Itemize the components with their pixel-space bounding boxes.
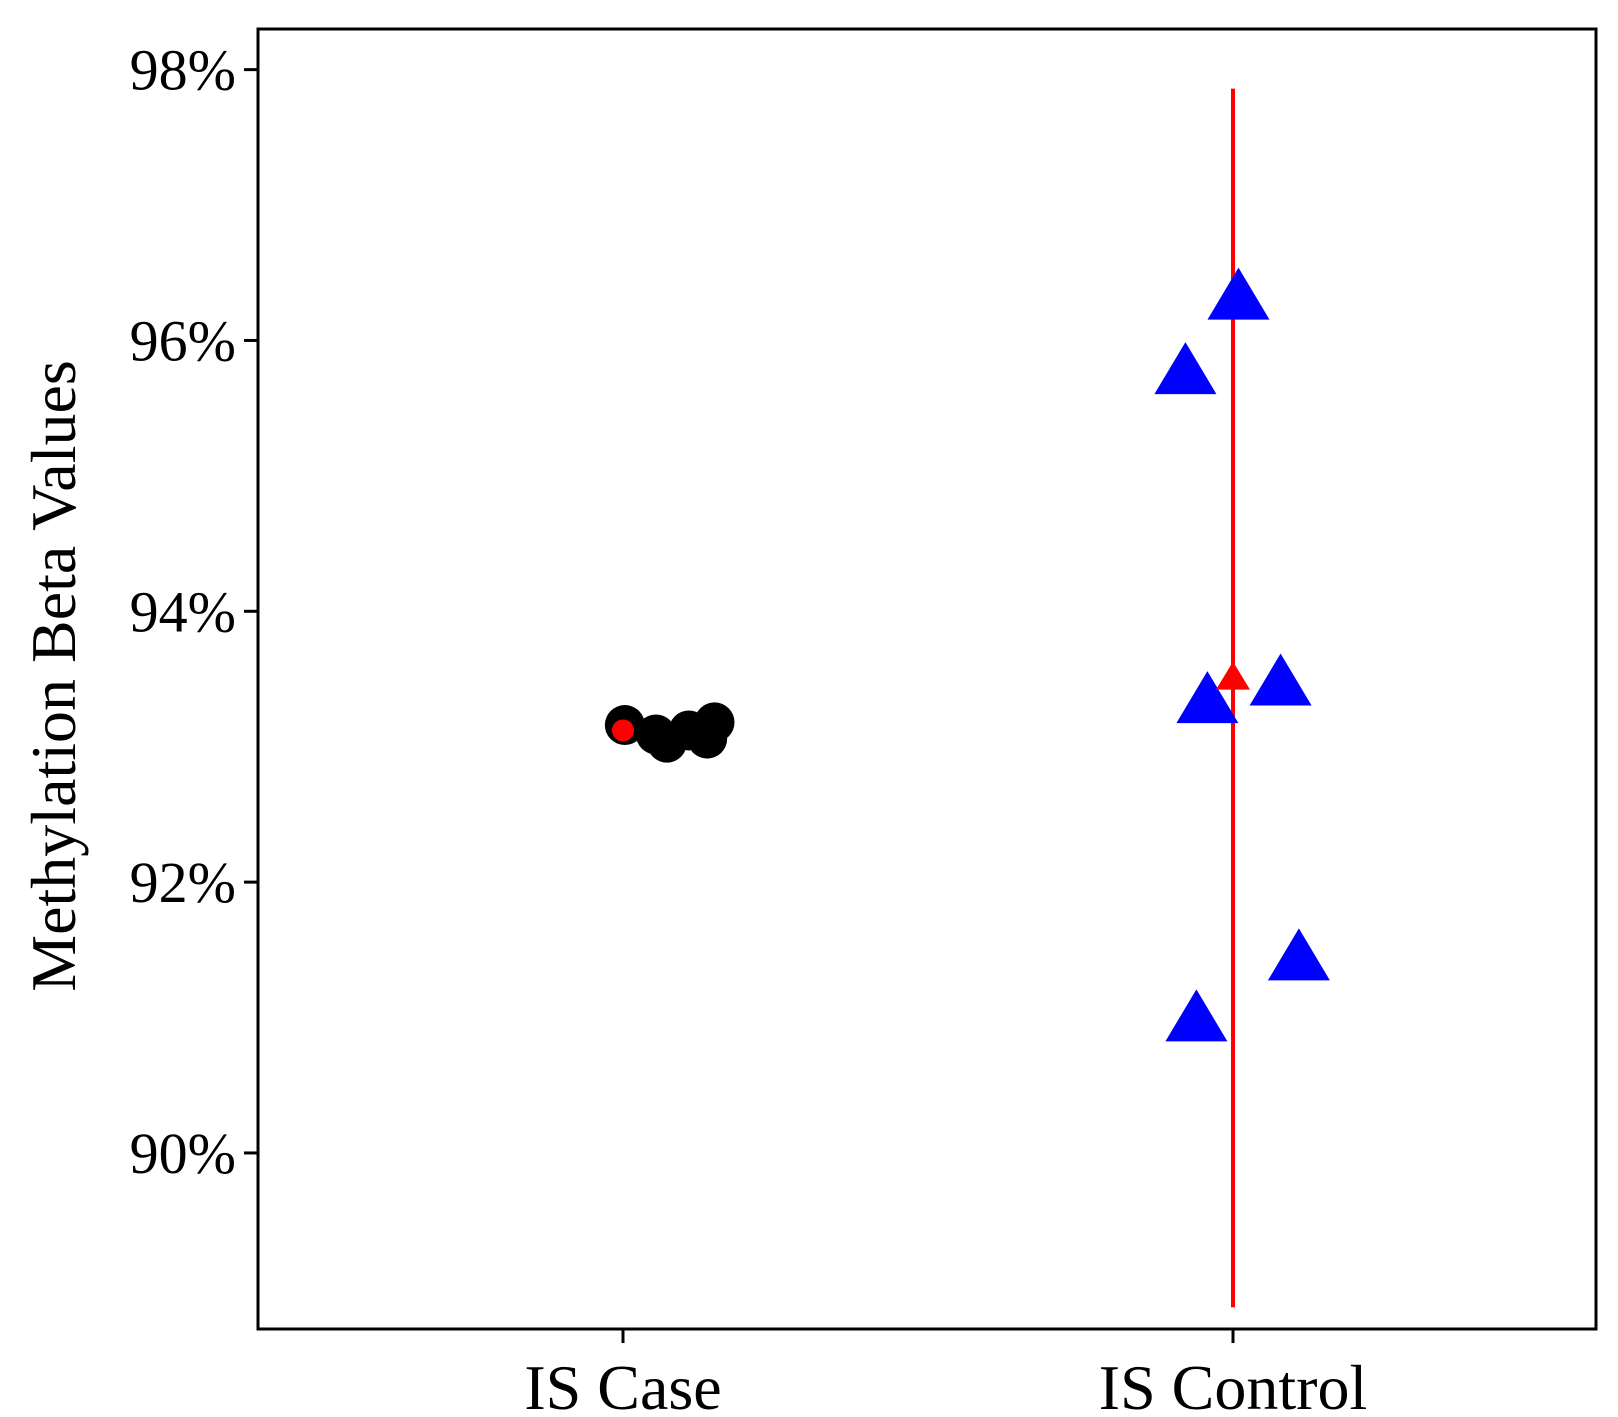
y-axis: 90% 92% 94% 96% 98%	[130, 38, 258, 1186]
y-tick-label: 94%	[130, 579, 236, 644]
x-axis: IS Case IS Control	[524, 1329, 1367, 1417]
y-tick-label: 98%	[130, 38, 236, 103]
summary-mean-marker	[612, 719, 634, 742]
x-tick-label: IS Control	[1099, 1352, 1367, 1417]
summary-mean-marker	[1216, 661, 1250, 690]
data-point	[1249, 653, 1312, 706]
data-point	[1176, 671, 1239, 724]
data-point	[1165, 989, 1228, 1042]
y-tick-label: 92%	[130, 850, 236, 915]
y-tick-label: 90%	[130, 1121, 236, 1186]
data-point	[694, 702, 735, 743]
marks	[604, 88, 1330, 1308]
data-point	[1267, 928, 1330, 981]
data-point	[1154, 342, 1217, 395]
x-tick-label: IS Case	[524, 1352, 721, 1417]
y-tick-label: 96%	[130, 308, 236, 373]
data-point	[1207, 267, 1270, 320]
y-axis-title: Methylation Beta Values	[18, 360, 89, 992]
plot-frame	[256, 27, 1598, 1331]
